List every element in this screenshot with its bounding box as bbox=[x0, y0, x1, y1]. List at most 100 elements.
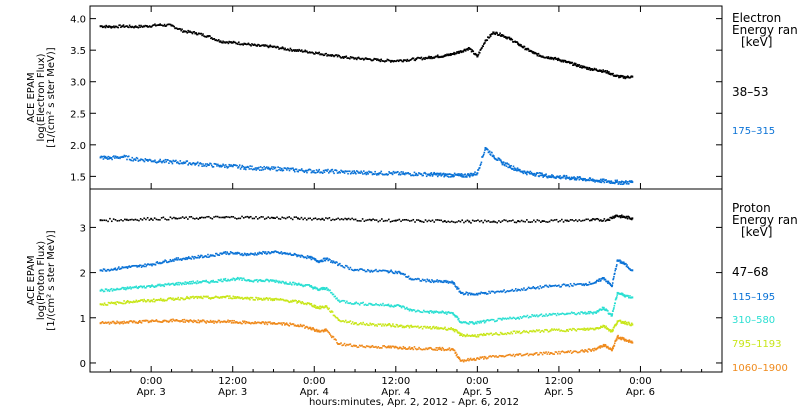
proton-series-point bbox=[153, 300, 156, 303]
electron-series-point bbox=[499, 32, 501, 35]
electron-series-point bbox=[295, 50, 298, 52]
electron-series-point bbox=[606, 70, 609, 72]
proton-series-point bbox=[157, 218, 159, 221]
proton-series-point bbox=[112, 268, 115, 271]
proton-series-point bbox=[196, 321, 199, 324]
proton-series-point bbox=[405, 348, 407, 350]
proton-series-point bbox=[121, 321, 124, 323]
proton-series-point bbox=[439, 347, 442, 350]
proton-series-point bbox=[257, 253, 260, 255]
electron-series-point bbox=[287, 49, 290, 51]
proton-series-point bbox=[410, 278, 413, 281]
electron-series-point bbox=[461, 176, 464, 178]
proton-series-point bbox=[523, 287, 525, 289]
proton-series-point bbox=[593, 347, 596, 350]
proton-series-point bbox=[323, 330, 325, 332]
proton-series-point bbox=[406, 325, 408, 327]
proton-series-point bbox=[392, 271, 394, 274]
proton-series-point bbox=[611, 347, 614, 350]
electron-series-point bbox=[323, 171, 326, 173]
proton-series-point bbox=[113, 288, 116, 291]
proton-series-point bbox=[371, 304, 374, 306]
proton-series-point bbox=[256, 218, 259, 220]
proton-series-point bbox=[316, 218, 318, 221]
proton-series-point bbox=[576, 312, 579, 315]
proton-series-point bbox=[626, 323, 629, 326]
proton-series-point bbox=[177, 257, 180, 259]
proton-series-point bbox=[201, 254, 203, 257]
proton-series-point bbox=[159, 283, 161, 286]
proton-series-point bbox=[340, 320, 342, 323]
proton-series-point bbox=[368, 302, 370, 305]
proton-series-point bbox=[558, 328, 560, 331]
proton-series-point bbox=[609, 329, 611, 331]
electron-series-point bbox=[318, 51, 321, 54]
electron-series-point bbox=[336, 172, 339, 174]
electron-series-point bbox=[283, 167, 286, 169]
proton-series-point bbox=[508, 354, 510, 356]
proton-series-point bbox=[186, 281, 188, 284]
proton-series-point bbox=[386, 270, 389, 273]
proton-series-point bbox=[357, 346, 360, 348]
electron-series-point bbox=[621, 183, 624, 186]
electron-series-point bbox=[216, 165, 218, 167]
proton-series-point bbox=[124, 286, 126, 289]
proton-series-point bbox=[304, 256, 306, 258]
proton-ylabel-group: ACE EPAM log(Proton Flux) [1/(cm² s ster M… bbox=[26, 230, 57, 330]
proton-series-point bbox=[228, 297, 230, 300]
proton-series-point bbox=[177, 320, 180, 322]
electron-series-point bbox=[618, 75, 621, 77]
proton-series-point bbox=[378, 347, 381, 349]
electron-ylabel-line: ACE EPAM bbox=[26, 72, 37, 122]
proton-series-point bbox=[252, 298, 255, 301]
proton-series-point bbox=[404, 325, 406, 328]
electron-series-point bbox=[307, 168, 310, 171]
proton-series-point bbox=[281, 324, 284, 326]
proton-series-point bbox=[282, 252, 284, 254]
electron-series-point bbox=[266, 45, 269, 48]
proton-series-point bbox=[430, 347, 432, 349]
electron-series-point bbox=[314, 51, 317, 54]
proton-series-point bbox=[334, 315, 337, 318]
proton-series-point bbox=[139, 264, 142, 267]
electron-series-point bbox=[310, 171, 313, 174]
electron-series-point bbox=[261, 167, 264, 169]
proton-series-point bbox=[555, 218, 558, 221]
proton-series-point bbox=[414, 221, 416, 223]
proton-series-point bbox=[219, 279, 221, 282]
electron-series-point bbox=[158, 160, 161, 163]
proton-series-point bbox=[209, 254, 212, 256]
electron-series-point bbox=[145, 25, 148, 27]
proton-series-point bbox=[272, 298, 275, 301]
proton-series-point bbox=[214, 320, 216, 323]
proton-series-point bbox=[322, 330, 325, 333]
electron-series-point bbox=[472, 50, 475, 53]
proton-series-point bbox=[387, 345, 390, 347]
proton-series-point bbox=[405, 326, 407, 328]
proton-series-point bbox=[121, 302, 124, 305]
electron-series-point bbox=[598, 70, 600, 72]
proton-series-point bbox=[395, 323, 398, 326]
electron-series-point bbox=[285, 167, 287, 170]
proton-series-point bbox=[471, 359, 474, 361]
proton-series-point bbox=[394, 326, 397, 328]
proton-series-point bbox=[330, 311, 332, 314]
proton-series-point bbox=[595, 312, 597, 314]
proton-series-point bbox=[517, 353, 520, 356]
proton-series-point bbox=[448, 311, 451, 314]
proton-series-point bbox=[567, 312, 570, 315]
proton-series-point bbox=[324, 259, 327, 262]
proton-series-point bbox=[601, 308, 603, 311]
proton-series-point bbox=[161, 284, 164, 287]
electron-series-point bbox=[626, 181, 629, 183]
electron-series-point bbox=[114, 25, 117, 28]
proton-legend-title-line: Proton bbox=[732, 201, 771, 215]
proton-series-point bbox=[282, 298, 284, 301]
proton-series-point bbox=[463, 221, 465, 224]
proton-series-point bbox=[442, 220, 444, 223]
proton-series-point bbox=[178, 298, 180, 301]
proton-series-point bbox=[151, 319, 153, 322]
proton-series-point bbox=[572, 351, 574, 354]
electron-series-point bbox=[272, 166, 275, 168]
